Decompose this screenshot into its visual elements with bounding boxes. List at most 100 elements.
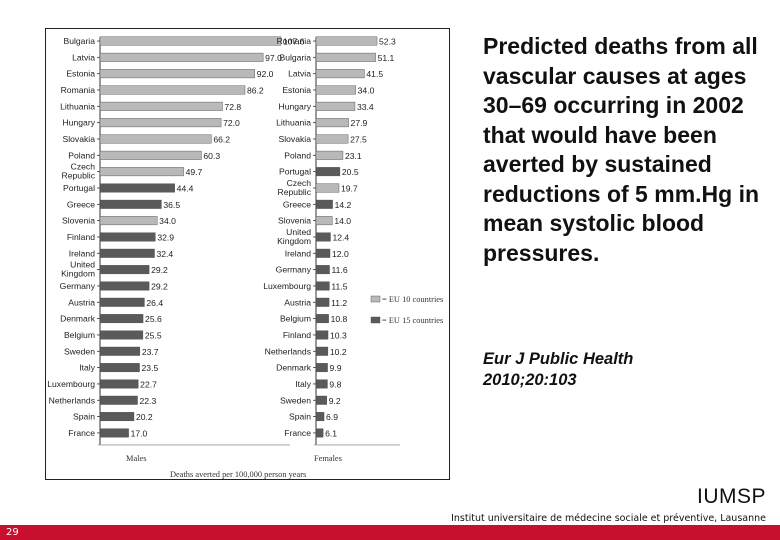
category-label: Austria xyxy=(284,297,311,307)
slide-title: Predicted deaths from all vascular cause… xyxy=(483,33,760,266)
bar-females-slovakia xyxy=(315,134,349,144)
value-label: 23.7 xyxy=(142,347,159,357)
value-label: 27.5 xyxy=(350,134,367,144)
category-label: Hungary xyxy=(63,118,96,128)
category-label: Czech xyxy=(287,178,312,188)
category-label: Estonia xyxy=(66,69,95,79)
category-label: Greece xyxy=(283,199,311,209)
category-label: Sweden xyxy=(64,346,95,356)
bar-females-estonia xyxy=(315,85,356,95)
value-label: 19.7 xyxy=(341,183,358,193)
value-label: 32.4 xyxy=(156,249,173,259)
bar-females-germany xyxy=(315,265,330,275)
bar-females-luxembourg xyxy=(315,281,330,291)
category-label: Germany xyxy=(60,281,96,291)
iumsp-logo: IUMSP xyxy=(696,485,766,508)
value-label: 29.2 xyxy=(151,281,168,291)
bar-males-estonia xyxy=(99,69,255,79)
value-label: 22.3 xyxy=(140,396,157,406)
value-label: 34.0 xyxy=(358,85,375,95)
category-label: Slovakia xyxy=(63,134,96,144)
category-label: Finland xyxy=(67,232,95,242)
bar-males-sweden xyxy=(99,346,141,356)
category-label: United xyxy=(70,260,95,270)
value-label: 44.4 xyxy=(177,183,194,193)
category-label: Poland xyxy=(68,150,95,160)
category-label: Portugal xyxy=(63,183,95,193)
bar-males-czech-republic xyxy=(99,167,184,177)
category-label: Germany xyxy=(276,265,312,275)
category-label: United xyxy=(286,227,311,237)
bar-males-bulgaria xyxy=(99,36,282,46)
category-label: Netherlands xyxy=(265,346,311,356)
value-label: 12.4 xyxy=(332,232,349,242)
bar-females-portugal xyxy=(315,167,341,177)
bar-females-united-kingdom xyxy=(315,232,331,242)
bar-females-hungary xyxy=(315,101,356,111)
bar-females-austria xyxy=(315,297,330,307)
bar-females-romania xyxy=(315,36,378,46)
value-label: 26.4 xyxy=(146,298,163,308)
value-label: 49.7 xyxy=(186,167,203,177)
value-label: 10.3 xyxy=(330,330,347,340)
bar-females-greece xyxy=(315,199,333,209)
value-label: 52.3 xyxy=(379,37,396,47)
category-label: Hungary xyxy=(279,101,312,111)
institute-name: Institut universitaire de médecine socia… xyxy=(451,513,766,524)
value-label: 17.0 xyxy=(131,428,148,438)
legend-label-eu10: = EU 10 countries xyxy=(382,295,443,304)
value-label: 23.1 xyxy=(345,151,362,161)
value-label: 9.8 xyxy=(329,379,341,389)
value-label: 72.8 xyxy=(224,102,241,112)
value-label: 25.6 xyxy=(145,314,162,324)
value-label: 29.2 xyxy=(151,265,168,275)
bar-females-ireland xyxy=(315,248,331,258)
value-label: 22.7 xyxy=(140,379,157,389)
bar-females-bulgaria xyxy=(315,52,376,62)
bar-females-spain xyxy=(315,412,325,422)
bar-males-italy xyxy=(99,363,140,373)
category-label-cont: Republic xyxy=(278,187,312,197)
category-label: Bulgaria xyxy=(63,36,95,46)
bar-females-lithuania xyxy=(315,118,349,128)
bar-females-france xyxy=(315,428,324,438)
bar-females-netherlands xyxy=(315,346,329,356)
bar-females-latvia xyxy=(315,69,365,79)
bar-males-denmark xyxy=(99,314,144,324)
category-label: Lithuania xyxy=(60,101,95,111)
bar-males-portugal xyxy=(99,183,175,193)
category-label: Denmark xyxy=(60,314,96,324)
category-label: Finland xyxy=(283,330,311,340)
panel-label-males: Males xyxy=(126,454,146,463)
category-label: Belgium xyxy=(280,314,311,324)
category-label: Greece xyxy=(67,199,95,209)
value-label: 10.2 xyxy=(330,347,347,357)
bar-chart: Bulgaria 107.6 Latvia 97.0 Estonia 92.0 Romani… xyxy=(47,36,443,479)
citation-journal: Eur J Public Health xyxy=(483,350,634,368)
bar-females-italy xyxy=(315,379,328,389)
category-label: Denmark xyxy=(276,363,312,373)
category-label: Portugal xyxy=(279,167,311,177)
bar-males-slovakia xyxy=(99,134,212,144)
bar-females-belgium xyxy=(315,314,329,324)
category-label-cont: Republic xyxy=(62,171,96,181)
bar-males-netherlands xyxy=(99,395,138,405)
value-label: 11.6 xyxy=(332,265,348,275)
bar-females-slovenia xyxy=(315,216,333,226)
value-label: 6.1 xyxy=(325,428,337,438)
value-label: 36.5 xyxy=(163,200,180,210)
category-label: Latvia xyxy=(72,52,95,62)
bar-males-finland xyxy=(99,232,156,242)
value-label: 11.2 xyxy=(331,298,347,308)
value-label: 25.5 xyxy=(145,330,162,340)
category-label: Austria xyxy=(68,297,95,307)
bar-males-france xyxy=(99,428,129,438)
category-label: Italy xyxy=(79,363,95,373)
category-label: Spain xyxy=(73,412,95,422)
value-label: 34.0 xyxy=(159,216,176,226)
value-label: 86.2 xyxy=(247,85,264,95)
bar-females-poland xyxy=(315,150,344,160)
value-label: 66.2 xyxy=(213,134,230,144)
value-label: 51.1 xyxy=(378,53,395,63)
bar-females-sweden xyxy=(315,395,327,405)
